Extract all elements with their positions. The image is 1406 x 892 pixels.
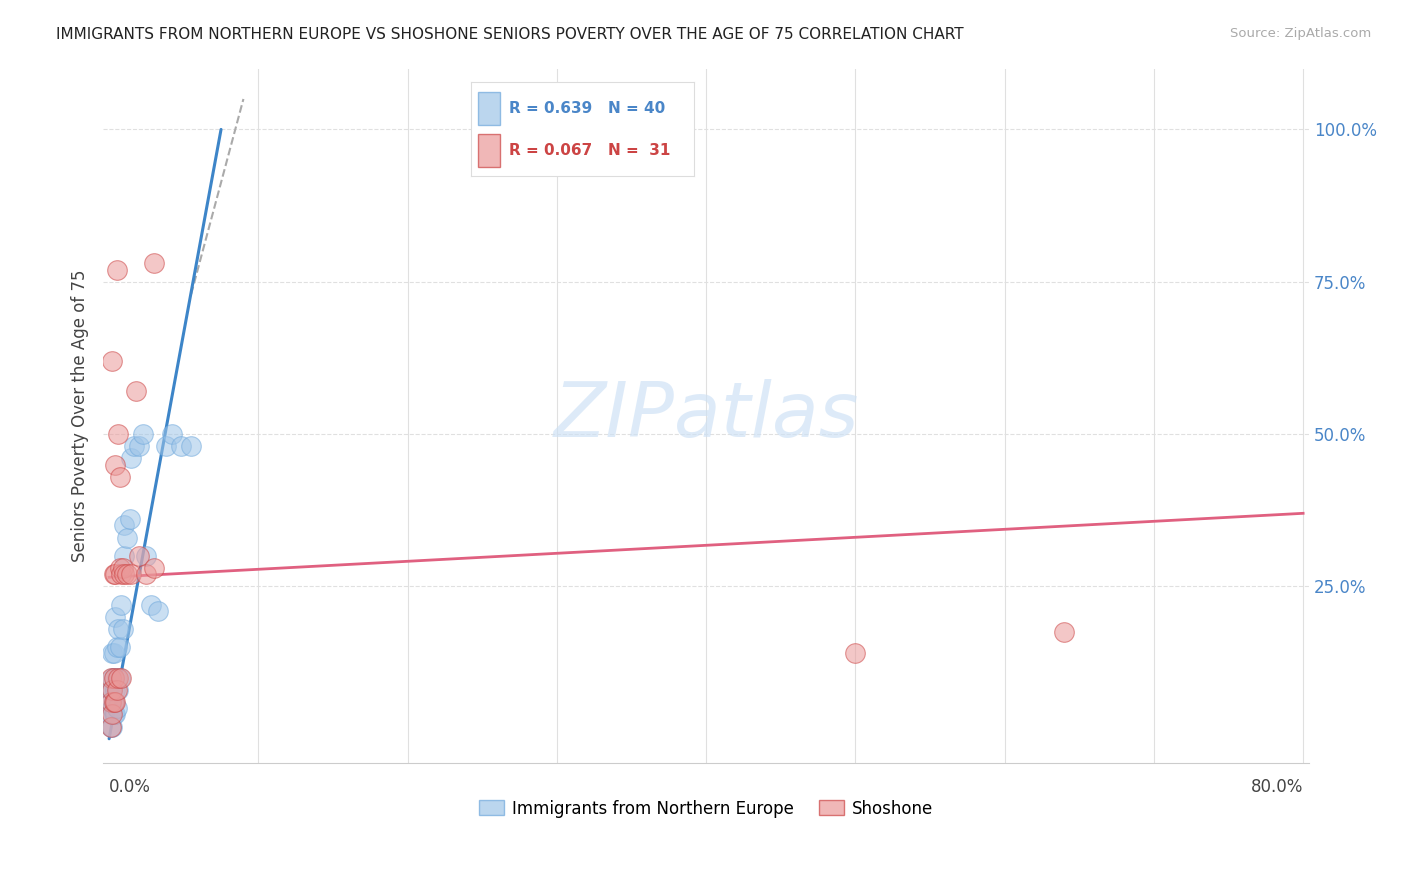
Point xyxy=(115,567,138,582)
Point xyxy=(111,561,134,575)
Legend: Immigrants from Northern Europe, Shoshone: Immigrants from Northern Europe, Shoshon… xyxy=(472,793,941,824)
Point xyxy=(128,549,150,563)
Point xyxy=(100,720,122,734)
Point xyxy=(100,695,122,709)
Point xyxy=(155,439,177,453)
Point xyxy=(844,647,866,661)
Point xyxy=(107,683,129,698)
Point xyxy=(118,512,141,526)
Point xyxy=(105,262,128,277)
Point xyxy=(148,604,170,618)
Point xyxy=(101,683,124,698)
Point xyxy=(108,640,131,655)
Point xyxy=(101,647,124,661)
Point xyxy=(104,458,127,472)
Point xyxy=(100,707,122,722)
Point xyxy=(111,622,134,636)
Point xyxy=(105,671,128,685)
Point xyxy=(135,567,157,582)
Point xyxy=(103,671,125,685)
Point xyxy=(101,671,124,685)
Point xyxy=(112,518,135,533)
Point xyxy=(101,354,124,368)
Point xyxy=(128,439,150,453)
Point xyxy=(112,549,135,563)
Point xyxy=(107,622,129,636)
Point xyxy=(170,439,193,453)
Point xyxy=(108,671,131,685)
Point xyxy=(160,427,183,442)
Text: IMMIGRANTS FROM NORTHERN EUROPE VS SHOSHONE SENIORS POVERTY OVER THE AGE OF 75 C: IMMIGRANTS FROM NORTHERN EUROPE VS SHOSH… xyxy=(56,27,965,42)
Point xyxy=(103,647,125,661)
Point xyxy=(101,720,124,734)
Point xyxy=(103,695,125,709)
Point xyxy=(103,707,125,722)
Point xyxy=(115,531,138,545)
Text: Source: ZipAtlas.com: Source: ZipAtlas.com xyxy=(1230,27,1371,40)
Point xyxy=(110,598,132,612)
Point xyxy=(107,671,129,685)
Point xyxy=(1053,625,1076,640)
Point xyxy=(125,384,148,399)
Point xyxy=(100,720,122,734)
Text: ZIPatlas: ZIPatlas xyxy=(554,379,859,453)
Point xyxy=(101,683,124,698)
Point xyxy=(142,561,165,575)
Text: 80.0%: 80.0% xyxy=(1251,779,1303,797)
Point xyxy=(124,439,146,453)
Point xyxy=(121,451,143,466)
Y-axis label: Seniors Poverty Over the Age of 75: Seniors Poverty Over the Age of 75 xyxy=(72,269,89,562)
Point xyxy=(180,439,202,453)
Point xyxy=(110,567,132,582)
Point xyxy=(101,707,124,722)
Point xyxy=(104,695,127,709)
Point xyxy=(104,683,127,698)
Point xyxy=(135,549,157,563)
Point xyxy=(104,610,127,624)
Point xyxy=(100,695,122,709)
Point xyxy=(112,567,135,582)
Point xyxy=(103,695,125,709)
Point xyxy=(100,683,122,698)
Point xyxy=(110,671,132,685)
Point xyxy=(101,701,124,715)
Point xyxy=(108,561,131,575)
Point xyxy=(105,640,128,655)
Point xyxy=(142,256,165,270)
Point xyxy=(108,469,131,483)
Point xyxy=(105,683,128,698)
Point xyxy=(104,567,127,582)
Text: 0.0%: 0.0% xyxy=(110,779,150,797)
Point xyxy=(103,567,125,582)
Point xyxy=(103,671,125,685)
Point xyxy=(107,427,129,442)
Point xyxy=(100,671,122,685)
Point xyxy=(105,701,128,715)
Point xyxy=(132,427,155,442)
Point xyxy=(139,598,162,612)
Point xyxy=(104,707,127,722)
Point xyxy=(121,567,143,582)
